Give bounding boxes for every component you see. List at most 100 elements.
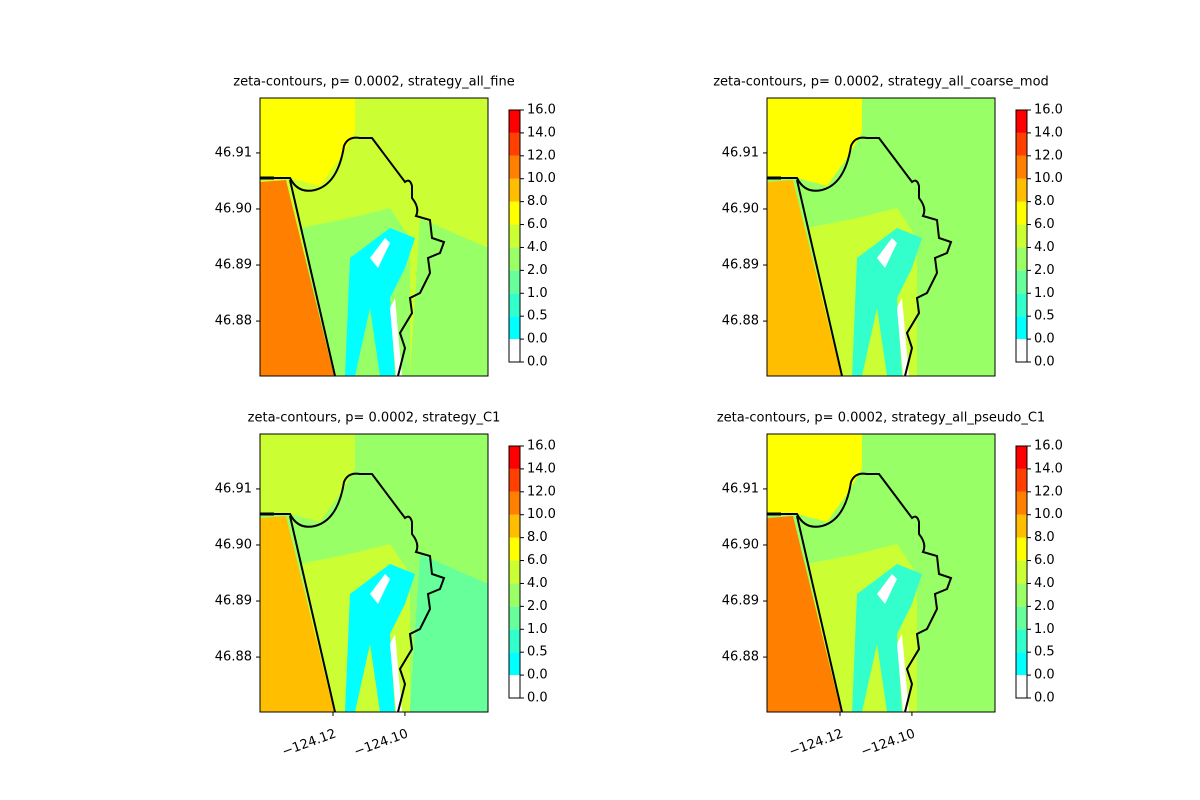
colorbar-tick-label: 10.0 (527, 171, 556, 186)
colorbar-segment (509, 155, 520, 179)
field-ocean (767, 516, 841, 712)
field-channel (345, 564, 415, 712)
colorbar-segment (509, 293, 520, 317)
subplot-title: zeta-contours, p= 0.0002, strategy_all_f… (233, 75, 514, 90)
field-nw (767, 434, 862, 522)
colorbar-segment (509, 537, 520, 561)
colorbar-tick-label: 4.0 (527, 240, 548, 255)
field (767, 434, 995, 712)
colorbar-segment (1016, 514, 1027, 538)
y-tick-label: 46.88 (722, 314, 759, 329)
colorbar-tick-label: 0.0 (1034, 332, 1055, 347)
colorbar-tick-label: 8.0 (527, 194, 548, 209)
field-channel (345, 228, 415, 376)
field (260, 434, 488, 712)
field (260, 98, 488, 376)
colorbar-segment (509, 491, 520, 515)
colorbar-tick-label: 0.0 (527, 691, 548, 706)
subplot: zeta-contours, p= 0.0002, strategy_all_c… (713, 75, 1063, 377)
colorbar-tick-label: 14.0 (1034, 461, 1063, 476)
colorbar-segment (509, 606, 520, 630)
field-ocean (260, 180, 334, 376)
colorbar-tick-label: 12.0 (527, 484, 556, 499)
colorbar-segment (1016, 247, 1027, 271)
subplot-title: zeta-contours, p= 0.0002, strategy_C1 (248, 411, 501, 426)
field-white (897, 298, 909, 376)
field-white (370, 238, 390, 268)
y-tick-label: 46.90 (722, 537, 759, 552)
colorbar-segment (509, 514, 520, 538)
colorbar-tick-label: 0.0 (527, 668, 548, 683)
colorbar-segment (509, 560, 520, 584)
colorbar-segment (1016, 468, 1027, 492)
colorbar-tick-label: 1.0 (1034, 286, 1055, 301)
colorbar-segment (1016, 201, 1027, 225)
colorbar-tick-label: 16.0 (527, 103, 556, 118)
y-tick-label: 46.89 (722, 258, 759, 273)
coastline (260, 136, 446, 376)
colorbar-tick-label: 6.0 (1034, 217, 1055, 232)
coastline (289, 515, 336, 712)
colorbar-segment (1016, 132, 1027, 156)
colorbar-tick-label: 0.0 (1034, 691, 1055, 706)
colorbar-tick-label: 14.0 (1034, 125, 1063, 140)
colorbar-tick-label: 10.0 (1034, 171, 1063, 186)
colorbar-segment (1016, 446, 1027, 469)
colorbar-segment (509, 110, 520, 133)
field-channel (852, 564, 922, 712)
colorbar-tick-label: 4.0 (527, 576, 548, 591)
colorbar-tick-label: 4.0 (1034, 576, 1055, 591)
y-tick-label: 46.90 (215, 201, 252, 216)
x-tick-label: −124.12 (787, 726, 845, 759)
axes-frame (766, 97, 996, 377)
coastline (289, 179, 336, 376)
y-tick-label: 46.89 (722, 594, 759, 609)
axes-frame (259, 433, 489, 713)
colorbar-segment (509, 629, 520, 653)
colorbar-segment (1016, 110, 1027, 133)
colorbar-segment (1016, 560, 1027, 584)
colorbar-segment (509, 224, 520, 248)
colorbar-tick-label: 10.0 (527, 507, 556, 522)
colorbar-segment (1016, 675, 1027, 698)
colorbar-tick-label: 0.0 (527, 332, 548, 347)
colorbar-tick-label: 10.0 (1034, 507, 1063, 522)
field-ocean (260, 516, 334, 712)
colorbar-frame (508, 109, 521, 363)
y-tick-label: 46.91 (722, 481, 759, 496)
colorbar-segment (509, 468, 520, 492)
field-nw (260, 98, 355, 186)
field-channel (852, 228, 922, 376)
colorbar-segment (509, 178, 520, 202)
colorbar-segment (509, 247, 520, 271)
colorbar-tick-label: 6.0 (527, 553, 548, 568)
colorbar-tick-label: 2.0 (527, 263, 548, 278)
colorbar-tick-label: 1.0 (1034, 622, 1055, 637)
colorbar-tick-label: 4.0 (1034, 240, 1055, 255)
colorbar-segment (509, 675, 520, 698)
colorbar-tick-label: 0.5 (527, 645, 548, 660)
colorbar-segment (1016, 339, 1027, 362)
y-tick-label: 46.88 (722, 650, 759, 665)
colorbar-frame (1015, 109, 1028, 363)
colorbar-tick-label: 14.0 (527, 125, 556, 140)
field-ocean (767, 180, 841, 376)
colorbar-tick-label: 1.0 (527, 622, 548, 637)
field-white (897, 634, 909, 712)
field-nw (260, 434, 355, 522)
colorbar-tick-label: 0.5 (527, 309, 548, 324)
colorbar-tick-label: 0.0 (1034, 355, 1055, 370)
y-tick-label: 46.88 (215, 314, 252, 329)
colorbar-segment (509, 201, 520, 225)
field-nw (767, 98, 862, 186)
colorbar-segment (1016, 178, 1027, 202)
colorbar-tick-label: 16.0 (1034, 439, 1063, 454)
y-tick-label: 46.90 (722, 201, 759, 216)
colorbar-tick-label: 0.0 (527, 355, 548, 370)
colorbar-segment (1016, 583, 1027, 607)
colorbar-tick-label: 12.0 (1034, 484, 1063, 499)
coastline (767, 472, 953, 712)
colorbar-segment (1016, 224, 1027, 248)
colorbar-tick-label: 6.0 (527, 217, 548, 232)
colorbar-tick-label: 0.5 (1034, 645, 1055, 660)
